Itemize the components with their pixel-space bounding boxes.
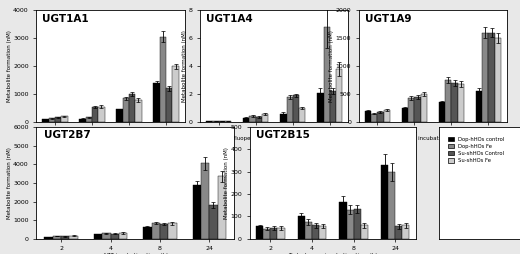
- Bar: [143, 227, 151, 239]
- Bar: [298, 216, 305, 239]
- Bar: [336, 69, 343, 122]
- Y-axis label: Metabolite formation (nM): Metabolite formation (nM): [329, 30, 334, 102]
- Text: UGT1A1: UGT1A1: [42, 13, 89, 24]
- Bar: [94, 234, 102, 239]
- Bar: [340, 202, 346, 239]
- Text: UGT1A9: UGT1A9: [365, 13, 411, 24]
- Bar: [219, 121, 225, 122]
- Bar: [209, 205, 218, 239]
- Bar: [482, 33, 488, 122]
- X-axis label: AZT incubation time (h): AZT incubation time (h): [102, 253, 168, 254]
- Bar: [384, 110, 390, 122]
- Bar: [44, 237, 53, 239]
- Bar: [263, 229, 270, 239]
- Bar: [395, 227, 402, 239]
- Bar: [361, 225, 368, 239]
- Bar: [299, 108, 305, 122]
- Bar: [92, 107, 98, 122]
- X-axis label: Testosterone incubation time (h): Testosterone incubation time (h): [288, 253, 378, 254]
- Bar: [151, 223, 160, 239]
- Bar: [421, 94, 427, 122]
- Bar: [61, 236, 70, 239]
- Bar: [160, 37, 166, 122]
- Bar: [218, 176, 226, 239]
- Bar: [378, 112, 384, 122]
- Bar: [365, 111, 371, 122]
- Bar: [53, 236, 61, 239]
- Bar: [160, 224, 168, 239]
- X-axis label: Propofol incubation time (h): Propofol incubation time (h): [395, 136, 471, 141]
- Bar: [346, 210, 354, 239]
- Legend: Dop-hHOs control, Dop-hHOs Fe, Su-shHOs Control, Su-shHOs Fe: Dop-hHOs control, Dop-hHOs Fe, Su-shHOs …: [446, 135, 506, 165]
- Bar: [168, 224, 177, 239]
- Bar: [119, 233, 127, 239]
- Bar: [135, 100, 141, 122]
- Bar: [488, 33, 495, 122]
- Bar: [262, 114, 268, 122]
- Bar: [243, 118, 250, 122]
- Bar: [166, 88, 172, 122]
- Bar: [225, 121, 231, 122]
- Bar: [61, 116, 68, 122]
- Bar: [280, 114, 287, 122]
- Bar: [319, 226, 326, 239]
- Bar: [278, 228, 284, 239]
- Bar: [458, 84, 464, 122]
- Bar: [102, 233, 111, 239]
- Bar: [70, 236, 78, 239]
- Bar: [305, 222, 312, 239]
- Bar: [206, 121, 213, 122]
- Bar: [172, 66, 179, 122]
- Bar: [192, 185, 201, 239]
- Bar: [354, 209, 361, 239]
- Y-axis label: Metabolite formation (nM): Metabolite formation (nM): [224, 147, 229, 219]
- Bar: [287, 97, 293, 122]
- Bar: [153, 83, 160, 122]
- Bar: [111, 233, 119, 239]
- Bar: [98, 107, 105, 122]
- Bar: [42, 119, 49, 122]
- Bar: [330, 91, 336, 122]
- Bar: [402, 225, 409, 239]
- Bar: [451, 83, 458, 122]
- Bar: [381, 165, 388, 239]
- Bar: [86, 117, 92, 122]
- Bar: [55, 117, 61, 122]
- Y-axis label: Metabolite formation (nM): Metabolite formation (nM): [7, 147, 12, 219]
- Bar: [129, 94, 135, 122]
- Bar: [388, 172, 395, 239]
- Bar: [317, 93, 323, 122]
- Bar: [414, 97, 421, 122]
- Bar: [213, 121, 219, 122]
- Bar: [476, 91, 482, 122]
- Bar: [270, 228, 278, 239]
- Bar: [250, 116, 256, 122]
- Bar: [439, 102, 445, 122]
- Text: UGT2B7: UGT2B7: [44, 130, 91, 140]
- Bar: [256, 117, 262, 122]
- Bar: [201, 163, 209, 239]
- X-axis label: Trifluoperazine incubation time (h): Trifluoperazine incubation time (h): [227, 136, 322, 141]
- Bar: [123, 98, 129, 122]
- X-axis label: β-E stradiol incubation time (h): β-E stradiol incubation time (h): [68, 136, 153, 141]
- Text: UGT1A4: UGT1A4: [206, 13, 253, 24]
- Bar: [256, 227, 263, 239]
- Bar: [402, 108, 408, 122]
- Text: UGT2B15: UGT2B15: [256, 130, 310, 140]
- Bar: [80, 119, 86, 122]
- Bar: [49, 118, 55, 122]
- Bar: [312, 225, 319, 239]
- Y-axis label: Metabolite formation (nM): Metabolite formation (nM): [182, 30, 187, 102]
- Bar: [293, 95, 299, 122]
- Bar: [408, 98, 414, 122]
- Bar: [445, 80, 451, 122]
- Bar: [371, 114, 378, 122]
- Y-axis label: Metabolite formation (nM): Metabolite formation (nM): [7, 30, 12, 102]
- Bar: [323, 27, 330, 122]
- Bar: [116, 109, 123, 122]
- Bar: [495, 38, 501, 122]
